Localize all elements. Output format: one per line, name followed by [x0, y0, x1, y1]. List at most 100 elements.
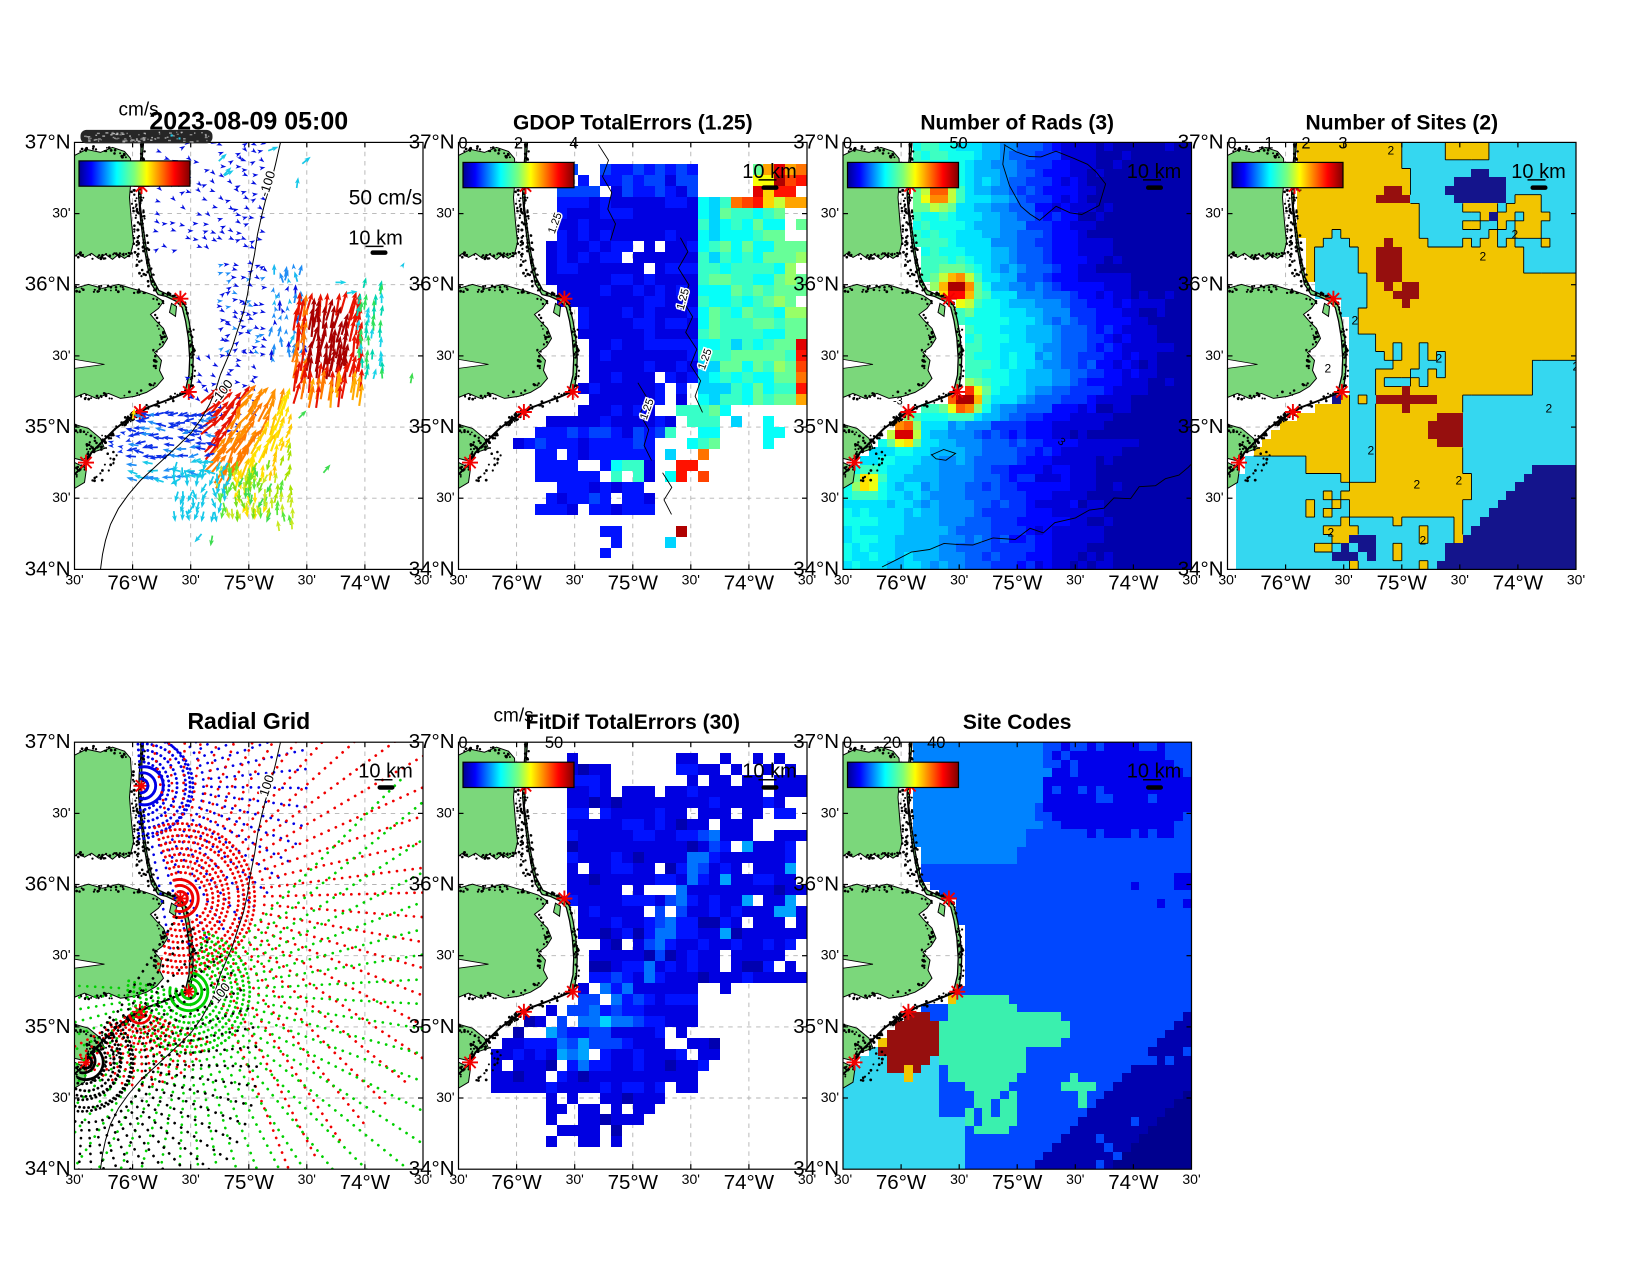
svg-text:2: 2: [1368, 443, 1375, 457]
svg-text:30': 30': [1182, 571, 1200, 587]
svg-text:30': 30': [821, 947, 839, 963]
svg-text:30': 30': [436, 1089, 454, 1105]
svg-text:10 km: 10 km: [358, 761, 412, 783]
svg-text:76°W: 76°W: [107, 571, 158, 594]
svg-text:30': 30': [566, 1171, 584, 1187]
svg-text:34°N: 34°N: [25, 557, 71, 580]
svg-text:30': 30': [1567, 571, 1585, 587]
svg-text:36°N: 36°N: [25, 273, 71, 296]
svg-text:34°N: 34°N: [409, 557, 455, 580]
svg-text:2: 2: [1480, 249, 1487, 263]
svg-text:30': 30': [821, 804, 839, 820]
svg-text:30': 30': [436, 489, 454, 505]
svg-text:30': 30': [1066, 571, 1084, 587]
svg-text:0: 0: [458, 734, 467, 752]
svg-text:37°N: 37°N: [409, 730, 455, 753]
svg-text:76°W: 76°W: [491, 1171, 542, 1194]
svg-text:34°N: 34°N: [793, 557, 839, 580]
svg-text:37°N: 37°N: [793, 730, 839, 753]
svg-text:30': 30': [834, 1171, 852, 1187]
svg-text:30': 30': [52, 947, 70, 963]
svg-text:30': 30': [414, 571, 432, 587]
svg-text:30': 30': [950, 1171, 968, 1187]
svg-text:Number of Rads (3): Number of Rads (3): [920, 111, 1114, 134]
svg-text:35°N: 35°N: [409, 1015, 455, 1038]
svg-text:2: 2: [1573, 359, 1580, 373]
svg-text:75°W: 75°W: [1377, 571, 1428, 594]
svg-text:35°N: 35°N: [793, 415, 839, 438]
svg-text:30': 30': [1066, 1171, 1084, 1187]
svg-text:GDOP TotalErrors (1.25): GDOP TotalErrors (1.25): [513, 111, 753, 134]
svg-text:2: 2: [1420, 533, 1427, 547]
svg-text:30': 30': [298, 571, 316, 587]
svg-text:2: 2: [1436, 351, 1443, 365]
svg-text:75°W: 75°W: [992, 571, 1043, 594]
svg-text:0: 0: [458, 134, 467, 152]
svg-text:36°N: 36°N: [1178, 273, 1224, 296]
svg-text:74°W: 74°W: [1108, 571, 1159, 594]
svg-text:40: 40: [927, 734, 945, 752]
svg-text:36°N: 36°N: [793, 273, 839, 296]
svg-text:74°W: 74°W: [340, 1171, 391, 1194]
svg-text:30': 30': [798, 571, 816, 587]
svg-text:34°N: 34°N: [793, 1157, 839, 1180]
svg-text:30': 30': [682, 571, 700, 587]
svg-text:30': 30': [449, 571, 467, 587]
svg-text:30': 30': [1205, 489, 1223, 505]
svg-text:10 km: 10 km: [742, 161, 796, 183]
svg-text:36°N: 36°N: [25, 873, 71, 896]
svg-text:36°N: 36°N: [409, 873, 455, 896]
svg-text:30': 30': [182, 571, 200, 587]
svg-text:Radial Grid: Radial Grid: [187, 708, 310, 734]
svg-text:20: 20: [883, 734, 901, 752]
svg-text:0: 0: [843, 134, 852, 152]
svg-text:37°N: 37°N: [793, 130, 839, 153]
svg-text:76°W: 76°W: [1260, 571, 1311, 594]
svg-text:50: 50: [949, 134, 967, 152]
svg-text:36°N: 36°N: [409, 273, 455, 296]
svg-text:0: 0: [843, 734, 852, 752]
svg-text:74°W: 74°W: [1493, 571, 1544, 594]
svg-text:30': 30': [821, 1089, 839, 1105]
svg-text:0: 0: [1227, 134, 1236, 152]
svg-text:30': 30': [1182, 1171, 1200, 1187]
svg-text:30': 30': [682, 1171, 700, 1187]
svg-text:30': 30': [436, 347, 454, 363]
svg-text:34°N: 34°N: [25, 1157, 71, 1180]
svg-text:2: 2: [1388, 143, 1395, 157]
svg-text:30': 30': [298, 1171, 316, 1187]
svg-text:30': 30': [821, 205, 839, 221]
svg-text:30': 30': [1205, 205, 1223, 221]
svg-text:30': 30': [821, 489, 839, 505]
svg-text:76°W: 76°W: [876, 571, 927, 594]
svg-text:2: 2: [1325, 361, 1332, 375]
svg-text:35°N: 35°N: [409, 415, 455, 438]
svg-text:2: 2: [1328, 525, 1335, 539]
svg-text:30': 30': [1335, 571, 1353, 587]
svg-text:30': 30': [52, 347, 70, 363]
svg-text:3: 3: [1338, 134, 1347, 152]
svg-text:2: 2: [1546, 401, 1553, 415]
svg-text:10 km: 10 km: [1511, 161, 1565, 183]
svg-text:76°W: 76°W: [876, 1171, 927, 1194]
svg-text:30': 30': [950, 571, 968, 587]
svg-text:30': 30': [1218, 571, 1236, 587]
svg-text:10 km: 10 km: [742, 761, 796, 783]
svg-text:30': 30': [436, 947, 454, 963]
svg-text:34°N: 34°N: [1178, 557, 1224, 580]
svg-text:34°N: 34°N: [409, 1157, 455, 1180]
svg-text:75°W: 75°W: [992, 1171, 1043, 1194]
svg-text:30': 30': [65, 571, 83, 587]
svg-text:30': 30': [65, 1171, 83, 1187]
svg-text:30': 30': [449, 1171, 467, 1187]
svg-text:35°N: 35°N: [793, 1015, 839, 1038]
svg-text:74°W: 74°W: [724, 1171, 775, 1194]
svg-text:2: 2: [1414, 477, 1421, 491]
svg-text:cm/s: cm/s: [119, 99, 159, 120]
svg-text:36°N: 36°N: [793, 873, 839, 896]
svg-text:30': 30': [821, 347, 839, 363]
svg-text:30': 30': [182, 1171, 200, 1187]
svg-text:35°N: 35°N: [1178, 415, 1224, 438]
svg-text:35°N: 35°N: [25, 1015, 71, 1038]
svg-text:30': 30': [414, 1171, 432, 1187]
